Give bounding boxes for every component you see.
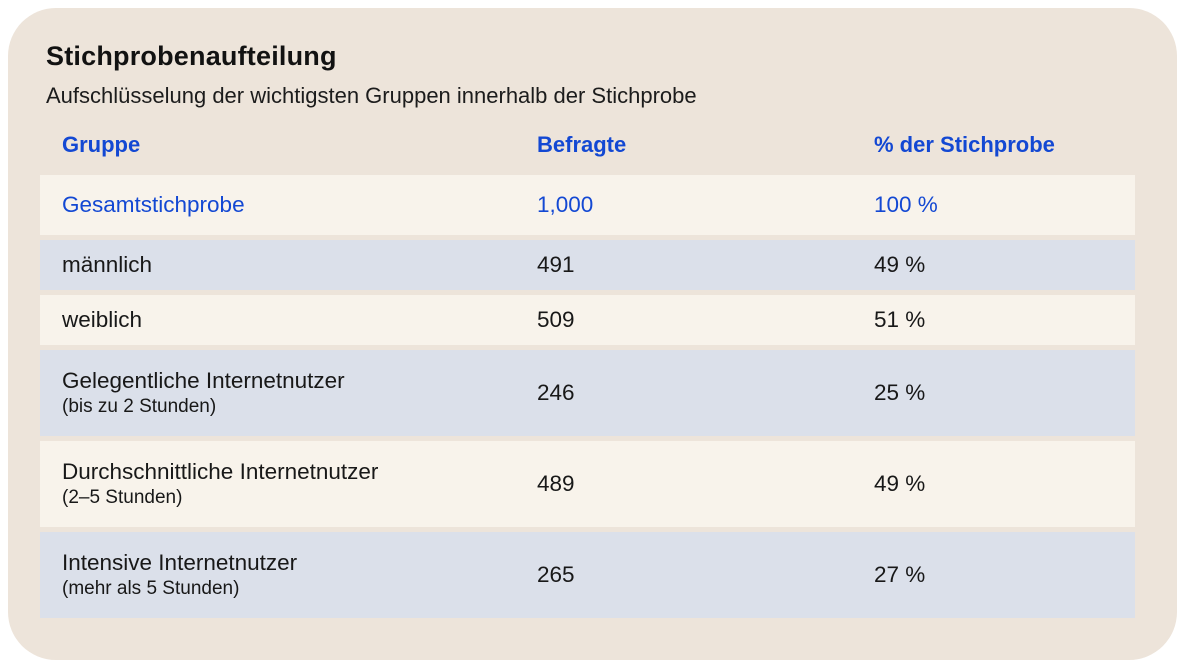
table-row: Gelegentliche Internetnutzer (bis zu 2 S… (40, 350, 1135, 436)
group-detail: (2–5 Stunden) (62, 487, 183, 509)
card-subtitle: Aufschlüsselung der wichtigsten Gruppen … (46, 83, 697, 108)
group-name: Intensive Internetnutzer (62, 550, 298, 576)
table-body: Gesamtstichprobe 1,000 100 % männlich 49… (40, 175, 1135, 618)
group-detail: (bis zu 2 Stunden) (62, 396, 217, 418)
percent-value: 25 % (874, 380, 926, 405)
table-row: männlich 491 49 % (40, 240, 1135, 290)
table-row: Intensive Internetnutzer (mehr als 5 Stu… (40, 532, 1135, 618)
group-name: weiblich (62, 307, 143, 333)
card-title: Stichprobenaufteilung (46, 41, 337, 71)
column-header-befragte: Befragte (537, 132, 627, 157)
group-cell: Gesamtstichprobe (40, 191, 515, 219)
table-row: Gesamtstichprobe 1,000 100 % (40, 175, 1135, 235)
group-name: Gelegentliche Internetnutzer (62, 368, 345, 394)
group-cell: männlich (40, 251, 515, 279)
respondents-value: 265 (537, 562, 575, 587)
group-name: männlich (62, 252, 153, 278)
group-name: Gesamtstichprobe (62, 192, 245, 218)
respondents-value: 1,000 (537, 192, 594, 217)
table-header-row: Gruppe Befragte % der Stichprobe (40, 120, 1135, 170)
percent-value: 51 % (874, 307, 926, 332)
group-cell: Intensive Internetnutzer (mehr als 5 Stu… (40, 549, 515, 600)
group-cell: weiblich (40, 306, 515, 334)
respondents-value: 489 (537, 471, 575, 496)
table-row: Durchschnittliche Internetnutzer (2–5 St… (40, 441, 1135, 527)
group-detail: (mehr als 5 Stunden) (62, 578, 240, 600)
table-row: weiblich 509 51 % (40, 295, 1135, 345)
percent-value: 49 % (874, 471, 926, 496)
respondents-value: 491 (537, 252, 575, 277)
column-header-percent: % der Stichprobe (874, 132, 1055, 157)
sample-breakdown-card: Stichprobenaufteilung Aufschlüsselung de… (8, 8, 1177, 660)
group-cell: Durchschnittliche Internetnutzer (2–5 St… (40, 458, 515, 509)
group-name: Durchschnittliche Internetnutzer (62, 459, 379, 485)
respondents-value: 246 (537, 380, 575, 405)
respondents-value: 509 (537, 307, 575, 332)
sample-table: Gruppe Befragte % der Stichprobe Gesamts… (40, 120, 1135, 618)
percent-value: 49 % (874, 252, 926, 277)
percent-value: 27 % (874, 562, 926, 587)
column-header-gruppe: Gruppe (62, 132, 141, 157)
group-cell: Gelegentliche Internetnutzer (bis zu 2 S… (40, 367, 515, 418)
percent-value: 100 % (874, 192, 938, 217)
